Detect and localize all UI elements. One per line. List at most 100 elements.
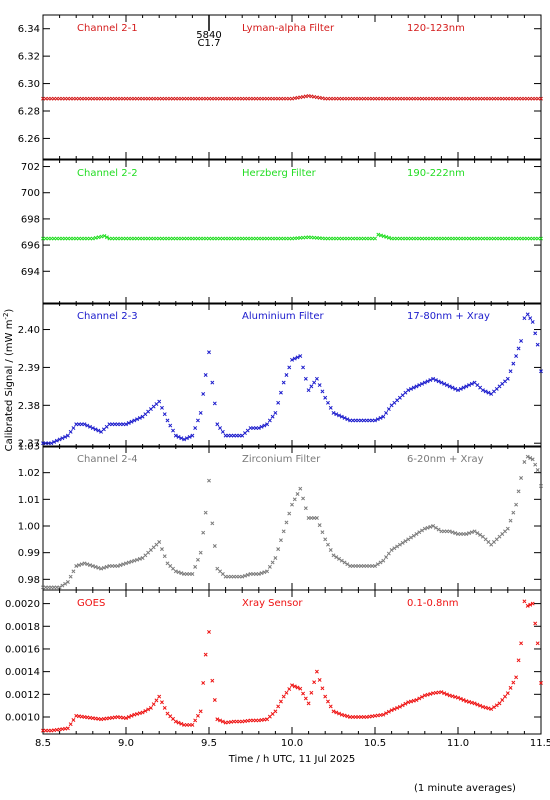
data-point (400, 540, 405, 545)
data-point (68, 429, 73, 434)
data-point (295, 95, 300, 100)
data-point (483, 389, 488, 394)
data-point (389, 708, 394, 713)
panel-3: 2.37 2.38 2.39 2.40 Channel 2-3 Aluminium Fil… (18, 302, 543, 450)
data-point (539, 681, 543, 685)
data-point (290, 96, 294, 101)
data-point (386, 709, 391, 714)
data-point (88, 563, 92, 568)
data-point (79, 562, 84, 567)
panel-label-1: Channel 2-2 (77, 168, 138, 179)
data-point (519, 641, 524, 646)
data-point (489, 707, 494, 712)
data-point (400, 703, 405, 708)
series-points (41, 93, 543, 101)
x-tick-label: 11.0 (447, 738, 469, 749)
y-tick-label: 700 (21, 188, 40, 199)
data-point (342, 713, 347, 718)
data-point (384, 235, 389, 239)
y-axis-label-close: ) (4, 309, 15, 313)
data-point (173, 719, 178, 724)
data-point (505, 526, 510, 531)
data-point (176, 570, 181, 575)
data-point (500, 698, 505, 702)
data-point (99, 234, 104, 239)
data-point (530, 601, 535, 606)
data-point (198, 550, 203, 555)
data-point (284, 373, 289, 377)
data-point (433, 378, 438, 383)
data-point (505, 376, 510, 381)
data-point (414, 384, 419, 389)
data-point (212, 544, 217, 548)
data-point (475, 702, 480, 707)
y-tick-label: 0.99 (18, 548, 40, 559)
data-point (522, 599, 527, 604)
panel-label-2: Herzberg Filter (242, 168, 317, 179)
y-tick-label: 6.34 (18, 24, 40, 35)
data-point (411, 385, 416, 390)
panel-label-1: Channel 2-3 (77, 311, 138, 322)
data-point (49, 441, 54, 446)
panel-label-2: Lyman-alpha Filter (242, 23, 335, 34)
data-point (395, 705, 400, 710)
data-point (276, 704, 281, 709)
data-point (326, 400, 330, 405)
data-point (148, 705, 153, 710)
data-point (436, 379, 441, 384)
data-point (337, 711, 341, 716)
data-point (276, 547, 281, 552)
data-point (323, 395, 328, 400)
data-point (101, 565, 106, 570)
data-point (63, 434, 68, 439)
data-point (173, 569, 178, 574)
data-point (345, 562, 350, 567)
data-point (431, 524, 436, 528)
data-point (317, 383, 322, 388)
data-point (287, 365, 292, 370)
data-point (508, 369, 513, 374)
data-point (511, 361, 516, 366)
data-point (511, 680, 516, 685)
data-point (267, 714, 272, 719)
data-point (148, 548, 153, 552)
data-point (528, 316, 533, 321)
data-point (453, 386, 458, 391)
y-tick-label: 0.0014 (5, 667, 40, 678)
event-marker-class: C1.7 (198, 38, 221, 49)
data-point (102, 233, 107, 238)
data-point (179, 571, 184, 576)
data-point (215, 717, 220, 722)
data-point (154, 542, 159, 547)
data-point (345, 417, 350, 422)
data-point (326, 699, 330, 704)
data-point (314, 376, 319, 381)
data-point (132, 418, 137, 423)
data-point (317, 523, 322, 528)
data-point (533, 331, 538, 336)
data-point (309, 94, 314, 99)
panel-frame (42, 445, 542, 591)
data-point (93, 564, 98, 569)
data-point (193, 426, 198, 431)
panel-4: 0.98 0.99 1.00 1.01 1.02 1.03 Channel 2-4 Zirco… (18, 442, 543, 591)
data-point (428, 691, 433, 696)
panel-label-1: Channel 2-4 (77, 454, 138, 465)
y-tick-label: 1.03 (18, 442, 40, 453)
data-point (320, 96, 325, 101)
data-point (57, 437, 62, 442)
data-point (190, 572, 195, 576)
data-point (384, 555, 389, 560)
data-point (373, 236, 377, 241)
data-point (126, 560, 131, 565)
panels-group: 6.26 6.28 6.30 6.32 6.34 Channel 2-1 Lyman-alp… (5, 14, 550, 749)
data-point (278, 699, 283, 704)
data-point (392, 707, 397, 712)
data-point (312, 94, 317, 99)
data-point (373, 418, 377, 423)
data-point (406, 537, 411, 542)
data-point (176, 434, 181, 439)
data-point (456, 695, 460, 700)
data-point (519, 338, 524, 343)
data-point (475, 531, 480, 536)
